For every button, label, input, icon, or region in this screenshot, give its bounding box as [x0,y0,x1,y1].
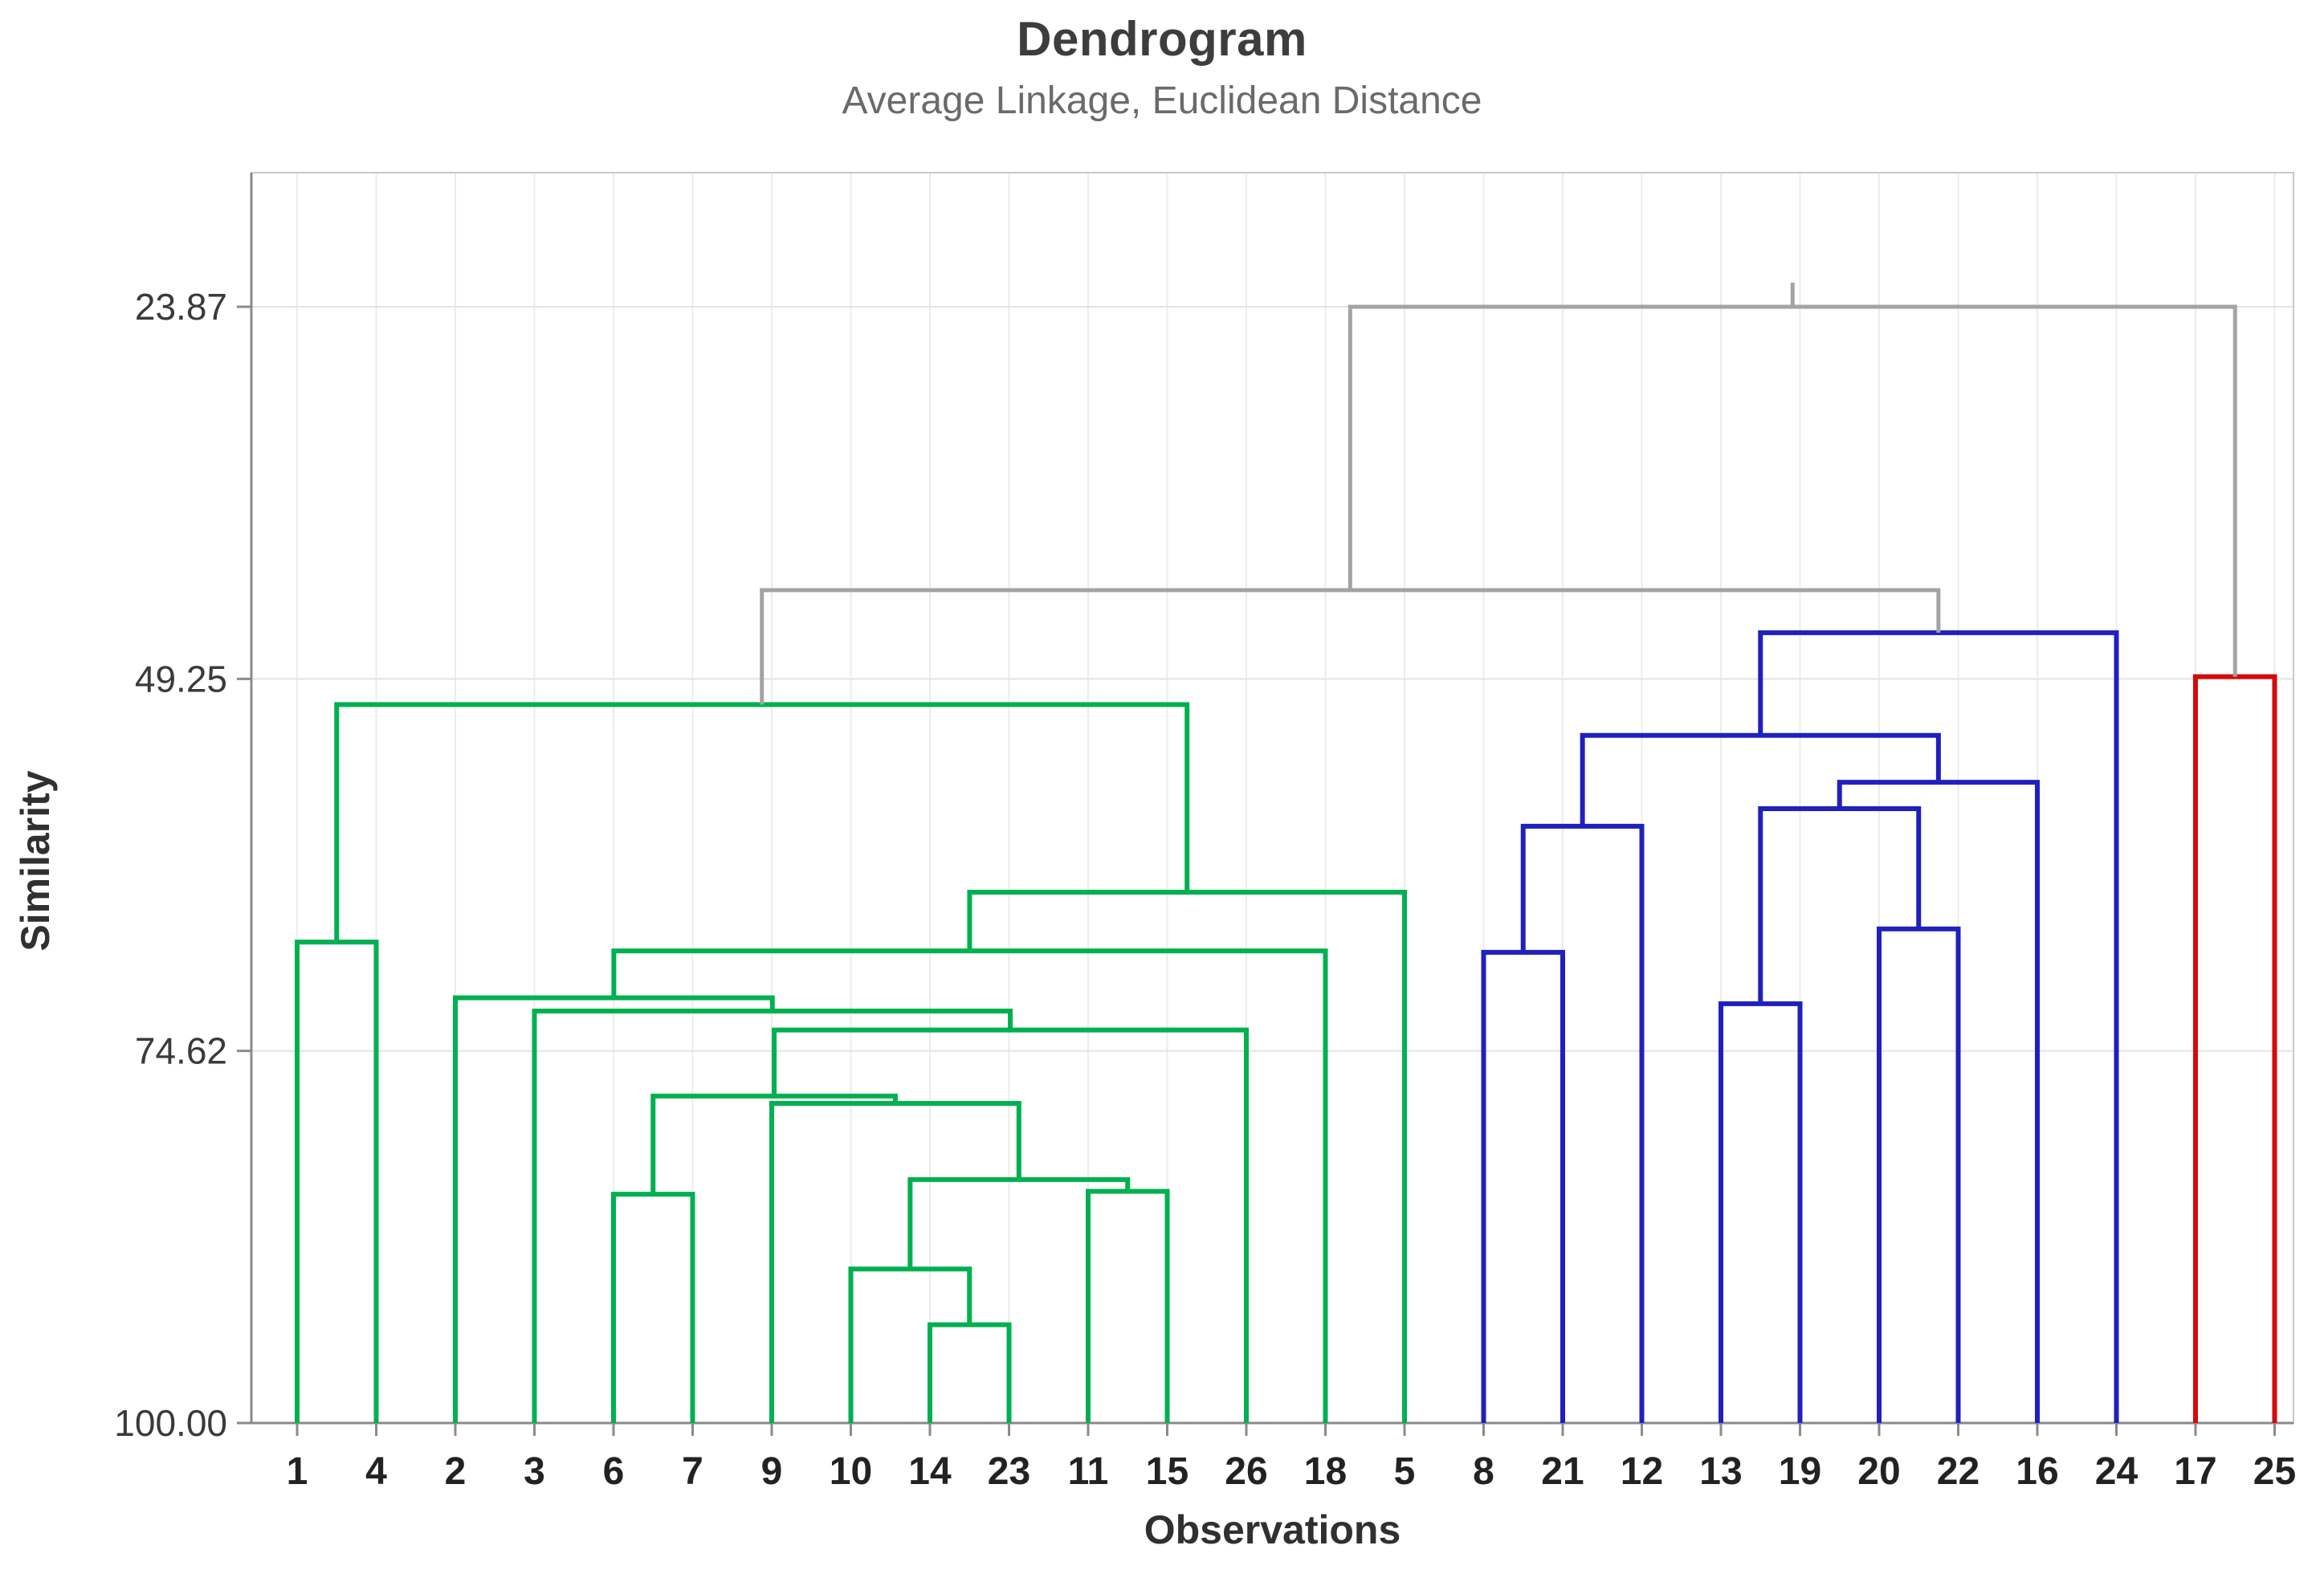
observation-label: 2 [445,1450,467,1493]
dendrogram-link-G3 [1086,1189,1170,1423]
observation-label: 26 [1225,1450,1267,1493]
observation-label: 24 [2095,1450,2138,1493]
dendrogram-link-B1 [1481,949,1565,1423]
dendrogram-link-G12 [967,890,1407,1423]
y-tick-label: 74.62 [135,1030,227,1072]
dendrogram-link-G7 [650,1093,898,1195]
observation-label: 5 [1394,1450,1416,1493]
observation-label: 25 [2253,1450,2296,1493]
y-tick-label: 49.25 [135,658,227,699]
observation-label: 3 [524,1450,545,1493]
observation-label: 19 [1779,1450,1821,1493]
dendrogram-link-G14 [334,702,1190,943]
observation-label: 12 [1621,1450,1663,1493]
observation-label: 15 [1146,1450,1189,1493]
chart-subtitle: Average Linkage, Euclidean Distance [842,80,1482,122]
observation-label: 9 [761,1450,783,1493]
dendrogram-link-G6 [769,1100,1021,1423]
dendrogram-link-B2 [1520,823,1645,1423]
plot-frame [251,172,2294,1424]
observation-label: 20 [1857,1450,1900,1493]
dendrogram-link-G4 [611,1192,695,1423]
observation-label: 1 [287,1450,308,1493]
y-tick-label: 23.87 [135,286,227,328]
observation-label: 4 [365,1450,387,1493]
dendrogram-link-B6 [1837,780,2040,1423]
observation-label: 21 [1541,1450,1584,1493]
dendrogram-link-G2 [848,1266,972,1423]
observation-label: 8 [1473,1450,1494,1493]
dendrogram-link-B8 [1758,630,2119,1423]
observation-label: 23 [988,1450,1030,1493]
dendrogram-link-B5 [1758,805,1922,1004]
observation-label: 11 [1068,1450,1109,1493]
observation-label: 14 [908,1450,952,1493]
dendrogram-link-G11 [611,948,1328,1423]
observation-label: 22 [1937,1450,1979,1493]
dendrogram-link-G1 [928,1322,1012,1423]
y-tick-label: 100.00 [114,1402,227,1444]
observation-label: 16 [2016,1450,2058,1493]
chart-title: Dendrogram [1017,12,1307,66]
dendrogram-link-B3 [1719,1001,1803,1423]
observation-label: 17 [2174,1450,2216,1493]
x-axis-label: Observations [1144,1507,1401,1552]
observation-label: 13 [1699,1450,1742,1493]
dendrogram-link-G13 [295,940,379,1423]
dendrogram-link-R1 [2193,674,2277,1423]
observation-label: 18 [1304,1450,1347,1493]
dendrogram-link-B4 [1877,926,1961,1423]
observation-label: 10 [830,1450,872,1493]
observation-label: 7 [682,1450,703,1493]
dendrogram-link-G8 [772,1027,1249,1423]
observation-label: 6 [603,1450,625,1493]
dendrogram-link-X1 [760,588,1941,705]
